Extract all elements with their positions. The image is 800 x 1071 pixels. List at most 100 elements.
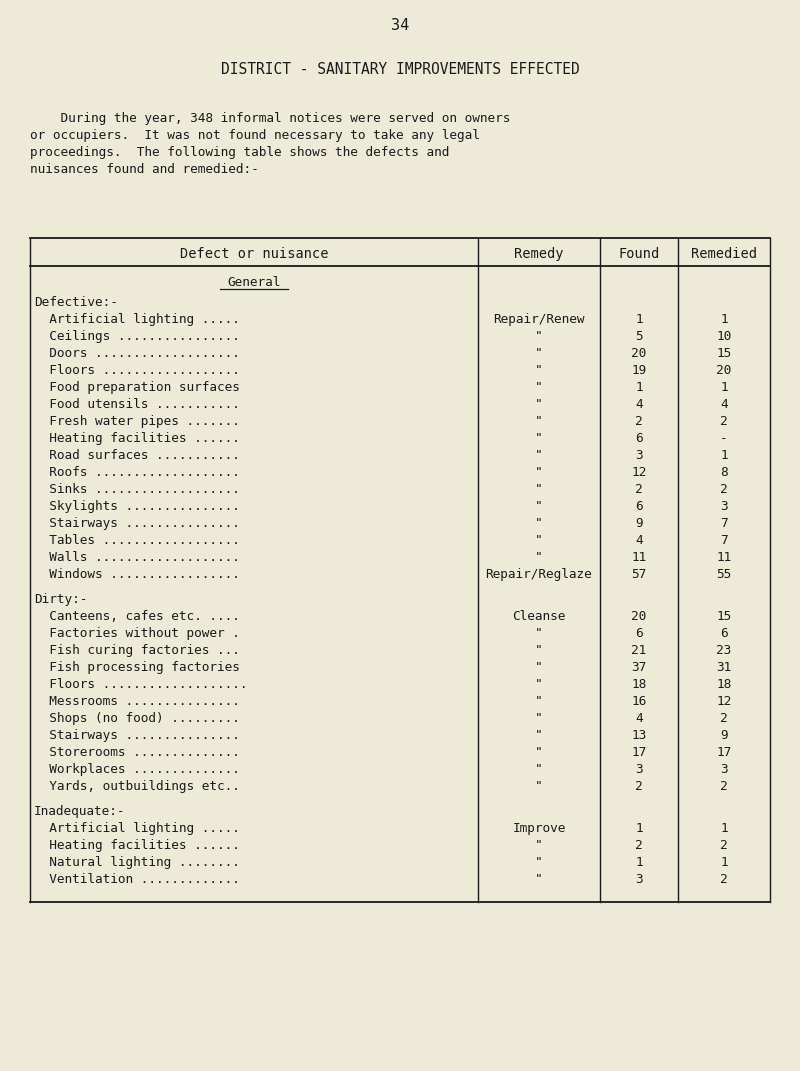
Text: Artificial lighting .....: Artificial lighting .....	[34, 313, 240, 326]
Text: Found: Found	[618, 247, 660, 261]
Text: 6: 6	[720, 627, 728, 640]
Text: 3: 3	[635, 763, 643, 776]
Text: 6: 6	[635, 500, 643, 513]
Text: Factories without power .: Factories without power .	[34, 627, 240, 640]
Text: 3: 3	[720, 763, 728, 776]
Text: 2: 2	[635, 780, 643, 793]
Text: Skylights ...............: Skylights ...............	[34, 500, 240, 513]
Text: 11: 11	[716, 550, 732, 564]
Text: Inadequate:-: Inadequate:-	[34, 805, 126, 818]
Text: nuisances found and remedied:-: nuisances found and remedied:-	[30, 163, 258, 176]
Text: Yards, outbuildings etc..: Yards, outbuildings etc..	[34, 780, 240, 793]
Text: 7: 7	[720, 534, 728, 547]
Text: Road surfaces ...........: Road surfaces ...........	[34, 449, 240, 462]
Text: 2: 2	[635, 839, 643, 853]
Text: During the year, 348 informal notices were served on owners: During the year, 348 informal notices we…	[30, 112, 510, 125]
Text: 4: 4	[720, 398, 728, 411]
Text: 13: 13	[631, 729, 646, 742]
Text: 4: 4	[635, 712, 643, 725]
Text: ": "	[535, 500, 543, 513]
Text: 2: 2	[720, 712, 728, 725]
Text: 9: 9	[635, 517, 643, 530]
Text: ": "	[535, 550, 543, 564]
Text: 2: 2	[720, 873, 728, 886]
Text: 1: 1	[635, 823, 643, 835]
Text: or occupiers.  It was not found necessary to take any legal: or occupiers. It was not found necessary…	[30, 129, 480, 142]
Text: 1: 1	[635, 381, 643, 394]
Text: -: -	[720, 432, 728, 444]
Text: ": "	[535, 534, 543, 547]
Text: Fresh water pipes .......: Fresh water pipes .......	[34, 414, 240, 428]
Text: ": "	[535, 873, 543, 886]
Text: 3: 3	[720, 500, 728, 513]
Text: 2: 2	[635, 483, 643, 496]
Text: 37: 37	[631, 661, 646, 674]
Text: ": "	[535, 644, 543, 657]
Text: Heating facilities ......: Heating facilities ......	[34, 432, 240, 444]
Text: 2: 2	[720, 839, 728, 853]
Text: Ventilation .............: Ventilation .............	[34, 873, 240, 886]
Text: 10: 10	[716, 330, 732, 343]
Text: Natural lighting ........: Natural lighting ........	[34, 856, 240, 869]
Text: Food preparation surfaces: Food preparation surfaces	[34, 381, 240, 394]
Text: 4: 4	[635, 534, 643, 547]
Text: 1: 1	[720, 856, 728, 869]
Text: Messrooms ...............: Messrooms ...............	[34, 695, 240, 708]
Text: Repair/Reglaze: Repair/Reglaze	[486, 568, 592, 580]
Text: 4: 4	[635, 398, 643, 411]
Text: ": "	[535, 729, 543, 742]
Text: Fish curing factories ...: Fish curing factories ...	[34, 644, 240, 657]
Text: Canteens, cafes etc. ....: Canteens, cafes etc. ....	[34, 610, 240, 623]
Text: 1: 1	[720, 381, 728, 394]
Text: 2: 2	[720, 483, 728, 496]
Text: 20: 20	[716, 364, 732, 377]
Text: 5: 5	[635, 330, 643, 343]
Text: ": "	[535, 381, 543, 394]
Text: 17: 17	[631, 746, 646, 759]
Text: 6: 6	[635, 627, 643, 640]
Text: Stairways ...............: Stairways ...............	[34, 729, 240, 742]
Text: Workplaces ..............: Workplaces ..............	[34, 763, 240, 776]
Text: DISTRICT - SANITARY IMPROVEMENTS EFFECTED: DISTRICT - SANITARY IMPROVEMENTS EFFECTE…	[221, 62, 579, 77]
Text: 1: 1	[720, 449, 728, 462]
Text: 18: 18	[716, 678, 732, 691]
Text: ": "	[535, 364, 543, 377]
Text: Remedied: Remedied	[691, 247, 757, 261]
Text: ": "	[535, 414, 543, 428]
Text: 57: 57	[631, 568, 646, 580]
Text: Shops (no food) .........: Shops (no food) .........	[34, 712, 240, 725]
Text: Storerooms ..............: Storerooms ..............	[34, 746, 240, 759]
Text: 20: 20	[631, 347, 646, 360]
Text: 15: 15	[716, 347, 732, 360]
Text: Doors ...................: Doors ...................	[34, 347, 240, 360]
Text: 1: 1	[720, 823, 728, 835]
Text: ": "	[535, 466, 543, 479]
Text: General: General	[227, 276, 281, 289]
Text: Artificial lighting .....: Artificial lighting .....	[34, 823, 240, 835]
Text: ": "	[535, 398, 543, 411]
Text: Repair/Renew: Repair/Renew	[494, 313, 585, 326]
Text: 17: 17	[716, 746, 732, 759]
Text: Heating facilities ......: Heating facilities ......	[34, 839, 240, 853]
Text: Floors ..................: Floors ..................	[34, 364, 240, 377]
Text: 2: 2	[635, 414, 643, 428]
Text: Defect or nuisance: Defect or nuisance	[180, 247, 328, 261]
Text: 1: 1	[635, 856, 643, 869]
Text: 6: 6	[635, 432, 643, 444]
Text: ": "	[535, 449, 543, 462]
Text: ": "	[535, 856, 543, 869]
Text: proceedings.  The following table shows the defects and: proceedings. The following table shows t…	[30, 146, 450, 159]
Text: 3: 3	[635, 449, 643, 462]
Text: 21: 21	[631, 644, 646, 657]
Text: Remedy: Remedy	[514, 247, 564, 261]
Text: ": "	[535, 483, 543, 496]
Text: Stairways ...............: Stairways ...............	[34, 517, 240, 530]
Text: ": "	[535, 780, 543, 793]
Text: Floors ...................: Floors ...................	[34, 678, 247, 691]
Text: 11: 11	[631, 550, 646, 564]
Text: 9: 9	[720, 729, 728, 742]
Text: Cleanse: Cleanse	[512, 610, 566, 623]
Text: 15: 15	[716, 610, 732, 623]
Text: Roofs ...................: Roofs ...................	[34, 466, 240, 479]
Text: ": "	[535, 330, 543, 343]
